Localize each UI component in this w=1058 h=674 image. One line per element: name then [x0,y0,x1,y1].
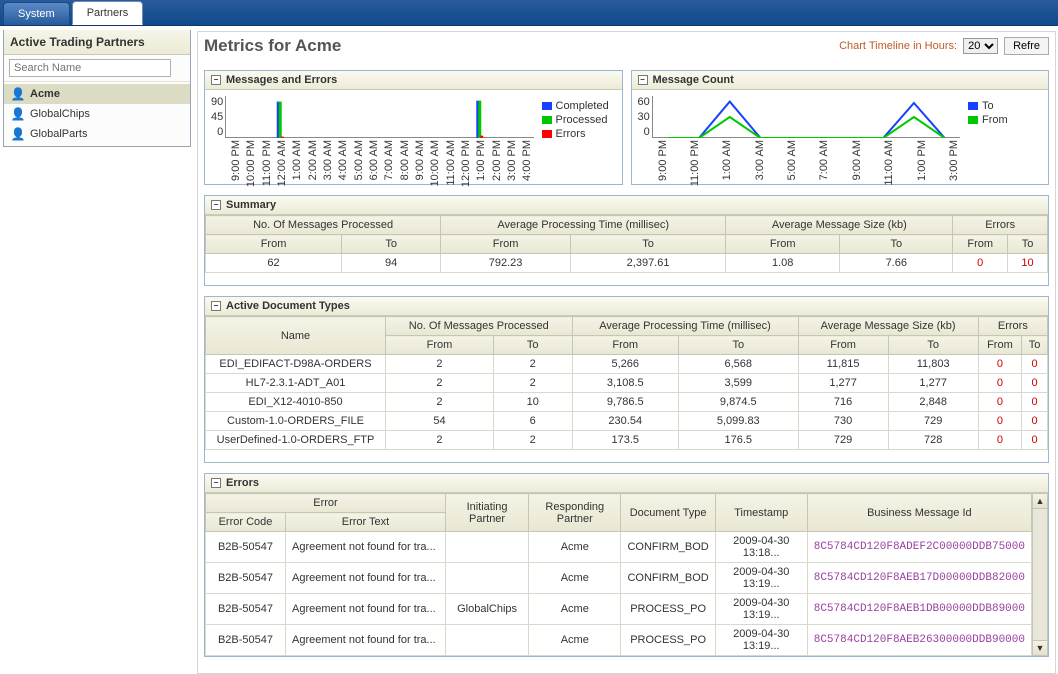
scroll-up-button[interactable]: ▲ [1032,493,1048,509]
messages-errors-chart: 90450 9:00 PM10:00 PM11:00 PM12:00 AM1:0… [211,96,534,180]
collapse-icon[interactable]: − [211,478,221,488]
panel-title: Message Count [653,74,734,86]
tree-item-acme[interactable]: 👤 Acme [4,84,190,104]
tab-partners[interactable]: Partners [72,1,144,25]
top-tab-bar: System Partners [0,0,1058,26]
user-icon: 👤 [10,127,26,141]
timeline-label: Chart Timeline in Hours: [839,40,957,52]
collapse-icon[interactable]: − [211,75,221,85]
page-title: Metrics for Acme [204,36,341,56]
panel-title: Messages and Errors [226,74,337,86]
panel-title: Active Document Types [226,300,350,312]
chart-legend: ToFrom [968,96,1040,180]
panel-summary: − Summary No. Of Messages ProcessedAvera… [204,195,1049,286]
user-icon: 👤 [10,107,26,121]
panel-doc-types: − Active Document Types NameNo. Of Messa… [204,296,1049,463]
sidebar-search [4,55,190,82]
sidebar: Active Trading Partners 👤 Acme 👤 GlobalC… [3,30,191,147]
tree-item-label: GlobalChips [30,108,90,120]
panel-errors: − Errors ErrorInitiating PartnerRespondi… [204,473,1049,657]
tree-item-globalchips[interactable]: 👤 GlobalChips [4,104,190,124]
chart-legend: CompletedProcessedErrors [542,96,614,180]
search-input[interactable] [9,59,171,77]
scroll-down-button[interactable]: ▼ [1032,640,1048,656]
panel-title: Errors [226,477,259,489]
tab-system[interactable]: System [3,2,70,25]
doc-types-table: NameNo. Of Messages ProcessedAverage Pro… [205,316,1048,450]
partner-tree: 👤 Acme 👤 GlobalChips 👤 GlobalParts [4,82,190,146]
refresh-button[interactable]: Refre [1004,37,1049,55]
panel-title: Summary [226,199,276,211]
message-count-chart: 60300 9:00 PM11:00 PM1:00 AM3:00 AM5:00 … [638,96,961,180]
tree-item-label: Acme [30,88,60,100]
timeline-controls: Chart Timeline in Hours: 20 Refre [839,37,1049,55]
collapse-icon[interactable]: − [211,200,221,210]
panel-message-count: − Message Count 60300 9:00 PM11:00 PM1:0… [631,70,1050,185]
content-area: Metrics for Acme Chart Timeline in Hours… [195,26,1058,674]
user-icon: 👤 [10,87,26,101]
summary-table: No. Of Messages ProcessedAverage Process… [205,215,1048,273]
tree-item-globalparts[interactable]: 👤 GlobalParts [4,124,190,144]
collapse-icon[interactable]: − [211,301,221,311]
timeline-select[interactable]: 20 [963,38,998,54]
panel-messages-errors: − Messages and Errors 90450 9:00 PM10:00… [204,70,623,185]
collapse-icon[interactable]: − [638,75,648,85]
tree-item-label: GlobalParts [30,128,87,140]
errors-table: ErrorInitiating PartnerResponding Partne… [205,493,1032,656]
sidebar-title: Active Trading Partners [4,30,190,55]
